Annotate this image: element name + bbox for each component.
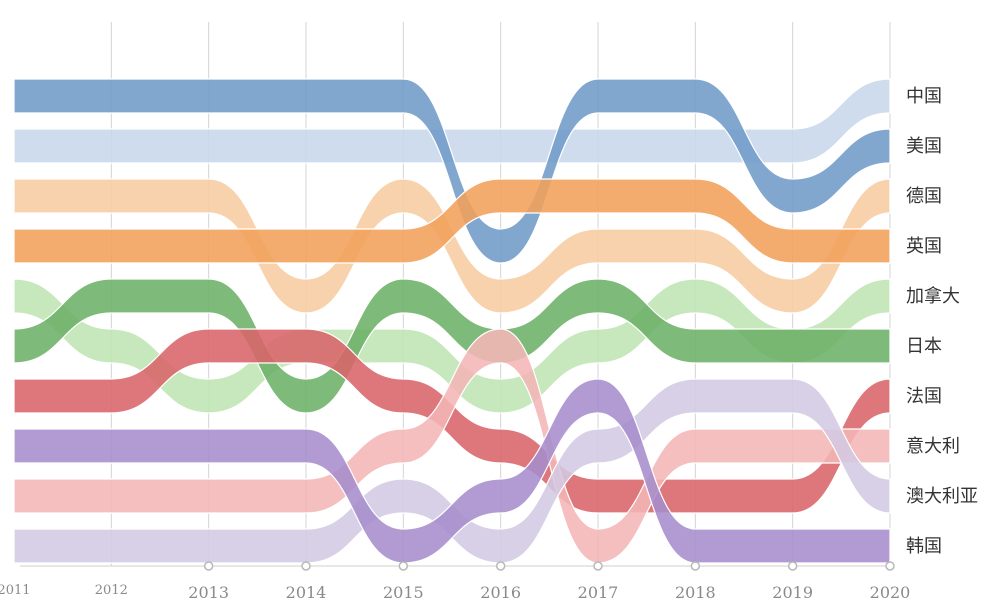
x-tick-label: 2017 [578, 583, 619, 602]
band-layer [13, 78, 891, 564]
x-tick-label: 2012 [95, 583, 128, 598]
timeline-dot-2013[interactable] [203, 561, 214, 571]
x-tick-label: 2014 [286, 583, 327, 602]
x-tick-label: 2020 [870, 583, 911, 602]
timeline-dot-2019[interactable] [787, 561, 798, 571]
x-tick-label: 2016 [480, 583, 521, 602]
series-label: 意大利 [906, 436, 960, 457]
x-tick-label: 2011 [0, 583, 31, 598]
band-德国 [13, 178, 891, 314]
x-tick-label: 2018 [675, 583, 716, 602]
timeline-dot-2016[interactable] [495, 561, 506, 571]
series-label: 加拿大 [906, 285, 960, 307]
band-中国 [13, 78, 891, 164]
series-label: 德国 [906, 186, 942, 207]
x-tick-label: 2015 [383, 583, 424, 602]
series-label: 美国 [906, 136, 942, 157]
band-英国 [13, 178, 891, 264]
series-label: 中国 [906, 86, 942, 107]
x-tick-label: 2019 [772, 583, 813, 602]
series-label: 法国 [906, 386, 942, 407]
timeline-dot-2014[interactable] [301, 561, 311, 571]
timeline-dot-2020[interactable] [885, 561, 895, 571]
series-label: 英国 [906, 236, 942, 257]
band-美国 [13, 78, 891, 264]
x-tick-label: 2013 [188, 583, 229, 602]
band-日本 [13, 278, 891, 414]
timeline-dot-2018[interactable] [690, 561, 701, 571]
x-axis: 2011 2012 2013 2014 2015 2016 2017 2018 2019 2020 [0, 561, 911, 602]
timeline-dot-2015[interactable] [398, 561, 409, 571]
timeline-dot-2017[interactable] [593, 561, 603, 571]
series-label: 日本 [906, 336, 942, 357]
series-label: 澳大利亚 [906, 486, 978, 507]
band-法国 [13, 328, 891, 514]
series-label: 韩国 [906, 536, 942, 557]
